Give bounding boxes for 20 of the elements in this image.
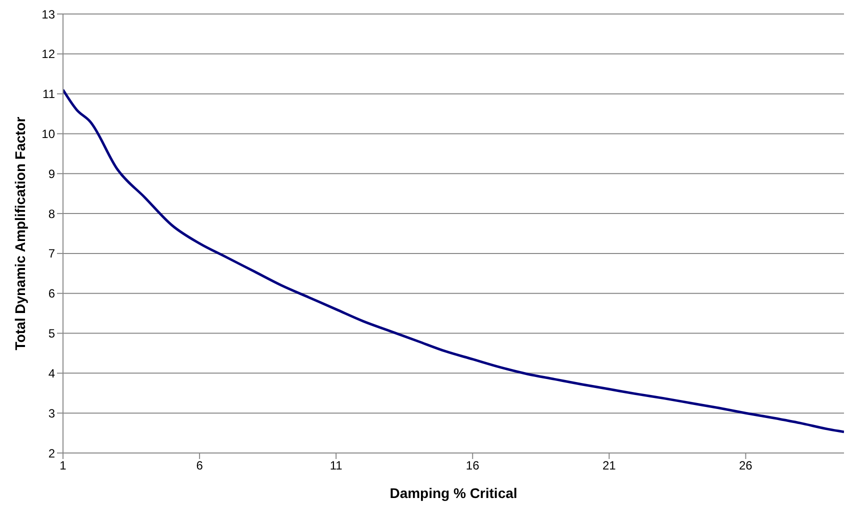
y-tick-label: 5 — [48, 326, 56, 341]
x-tick-label: 26 — [739, 458, 753, 473]
x-tick-label: 16 — [466, 458, 480, 473]
x-tick-label: 21 — [602, 458, 616, 473]
x-tick-label: 6 — [196, 458, 204, 473]
y-tick-label: 6 — [48, 286, 56, 301]
y-tick-label: 10 — [42, 126, 56, 141]
y-tick-label: 7 — [48, 246, 56, 261]
y-tick-label: 8 — [48, 206, 56, 221]
y-tick-label: 2 — [48, 446, 56, 460]
y-axis-title: Total Dynamic Amplification Factor — [12, 116, 28, 350]
y-tick-label: 13 — [42, 7, 56, 22]
y-tick-label: 4 — [48, 366, 56, 380]
y-tick-label: 3 — [48, 406, 56, 420]
x-tick-label: 1 — [60, 458, 67, 473]
y-tick-label: 9 — [48, 166, 56, 181]
x-axis-title: Damping % Critical — [390, 485, 518, 501]
x-tick-label: 11 — [330, 458, 343, 473]
y-tick-label: 12 — [42, 47, 56, 62]
y-tick-label: 11 — [42, 87, 56, 102]
